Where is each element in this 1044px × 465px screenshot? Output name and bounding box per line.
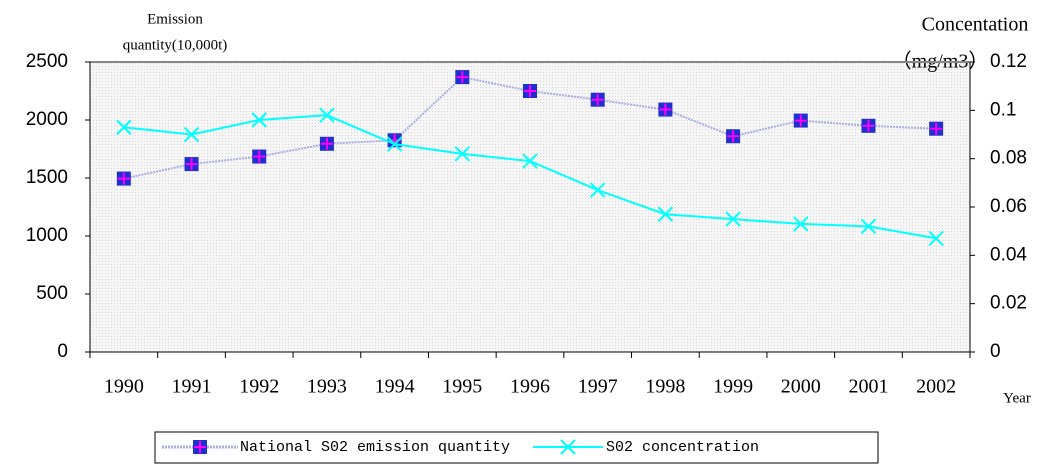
marker (658, 102, 673, 117)
marker (523, 84, 537, 98)
marker (454, 146, 471, 162)
x-tick-label: 2000 (781, 376, 821, 398)
legend-label: National S02 emission quantity (240, 439, 510, 456)
y-axis-label: Emission (147, 11, 203, 27)
marker (183, 126, 200, 143)
y-axis-label: quantity(10,000t) (123, 37, 228, 53)
marker (725, 211, 741, 227)
y2-tick-label: 0.08 (990, 148, 1027, 169)
x-tick-label: 1997 (578, 376, 618, 398)
marker (861, 118, 876, 133)
x-tick-label: 2002 (916, 376, 956, 398)
x-tick-label: 2001 (848, 376, 888, 398)
legend-label: S02 concentration (606, 439, 759, 456)
marker (560, 439, 576, 455)
plot-area (90, 62, 970, 352)
marker (184, 157, 199, 172)
x-tick-label: 1994 (375, 376, 415, 398)
x-tick-label: 1990 (104, 376, 144, 398)
y-tick-label: 2500 (26, 51, 68, 72)
x-axis-label: Year (1003, 390, 1031, 406)
marker (386, 136, 403, 152)
marker (793, 113, 808, 128)
marker (522, 153, 538, 169)
marker (116, 171, 131, 186)
y-tick-label: 1000 (26, 225, 68, 246)
marker (251, 112, 267, 128)
x-tick-label: 1993 (307, 376, 347, 398)
y-tick-label: 1500 (26, 167, 68, 188)
y-tick-label: 0 (57, 341, 68, 362)
x-tick-label: 1996 (510, 376, 550, 398)
marker (252, 149, 267, 164)
y2-axis-label: Concentation (922, 14, 1029, 36)
marker (726, 129, 741, 144)
marker (455, 70, 470, 85)
marker (657, 206, 674, 222)
x-tick-label: 1995 (442, 376, 482, 398)
y2-tick-label: 0.06 (990, 196, 1027, 217)
marker (319, 107, 335, 123)
y2-tick-label: 0.12 (990, 51, 1027, 72)
marker (929, 121, 944, 136)
marker (590, 92, 605, 107)
y2-tick-label: 0 (990, 341, 1001, 362)
y-tick-label: 2000 (26, 109, 68, 130)
legend (154, 431, 879, 464)
y2-tick-label: 0.02 (990, 293, 1027, 314)
x-tick-label: 1992 (239, 376, 279, 398)
marker (589, 182, 606, 198)
x-tick-label: 1998 (645, 376, 685, 398)
marker (116, 119, 132, 135)
x-tick-label: 1991 (172, 376, 212, 398)
y2-tick-label: 0.04 (990, 244, 1027, 265)
x-tick-label: 1999 (713, 376, 753, 398)
marker (860, 218, 877, 235)
y-tick-label: 500 (36, 283, 68, 304)
marker (928, 230, 944, 247)
marker (793, 216, 809, 232)
marker (319, 136, 334, 151)
marker (193, 440, 207, 454)
y2-tick-label: 0.1 (990, 99, 1016, 120)
